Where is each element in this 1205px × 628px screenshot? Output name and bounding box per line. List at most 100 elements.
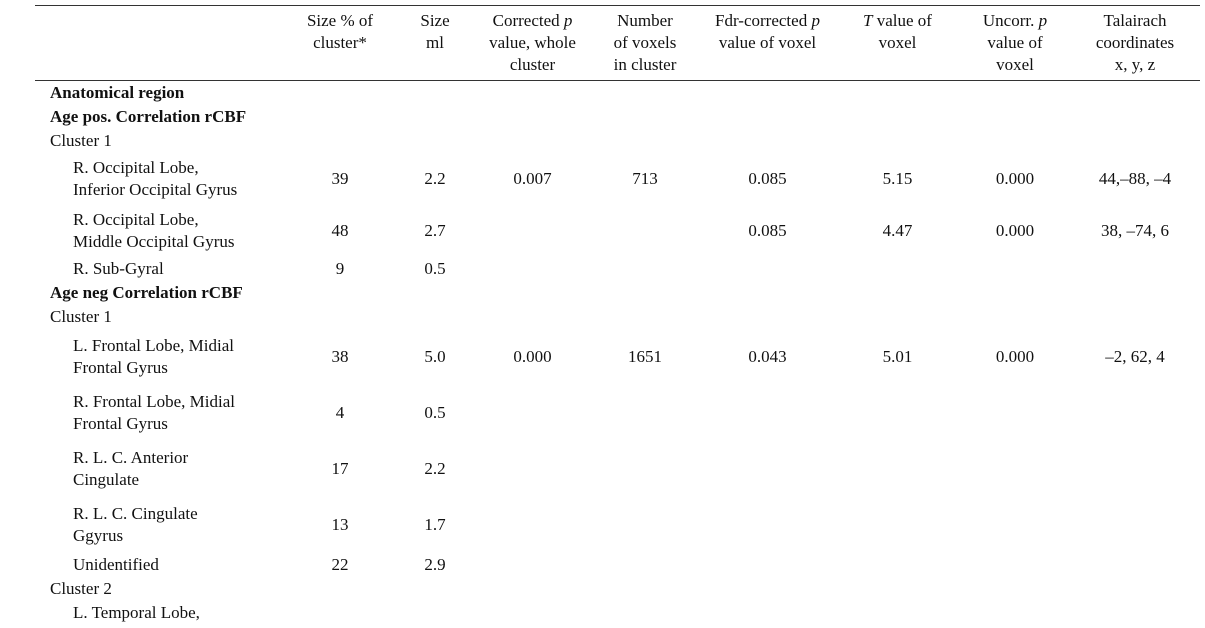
header-text: x, y, z xyxy=(1114,55,1156,74)
header-text: value of voxel xyxy=(718,33,817,52)
table-wrap: Size % of cluster* Size ml Corrected p value,… xyxy=(35,5,1200,625)
value-cell xyxy=(475,497,590,553)
value-cell xyxy=(700,497,835,553)
value-cell xyxy=(835,497,960,553)
header-line: of voxels xyxy=(592,32,698,54)
header-line: value of xyxy=(962,32,1068,54)
table-row: Anatomical region xyxy=(35,81,1200,106)
header-line: value, whole xyxy=(477,32,588,54)
region-line: R. Sub-Gyral xyxy=(73,259,164,278)
region-line: Middle Occipital Gyrus xyxy=(73,232,235,251)
header-line: Number xyxy=(592,10,698,32)
value-text: 0.000 xyxy=(995,169,1035,188)
header-line: Fdr-corrected p xyxy=(702,10,833,32)
value-cell: 13 xyxy=(285,497,395,553)
value-text: 713 xyxy=(632,169,658,188)
value-cell: 2.2 xyxy=(395,153,475,205)
value-cell: 0.000 xyxy=(475,329,590,385)
value-cell: 22 xyxy=(285,553,395,577)
value-cell xyxy=(590,553,700,577)
value-text: 39 xyxy=(331,169,349,188)
value-cell xyxy=(590,497,700,553)
value-cell: 5.0 xyxy=(395,329,475,385)
value-cell xyxy=(960,385,1070,441)
table-row: R. Sub-Gyral 9 0.5 xyxy=(35,257,1200,281)
header-line: voxel xyxy=(837,32,958,54)
value-cell xyxy=(835,257,960,281)
value-cell xyxy=(960,601,1070,625)
table-row: R. Frontal Lobe, Midial Frontal Gyrus 4 0.5 xyxy=(35,385,1200,441)
region-cell: R. Occipital Lobe, Middle Occipital Gyrus xyxy=(35,205,285,257)
header-line: coordinates xyxy=(1072,32,1198,54)
value-cell xyxy=(590,601,700,625)
region-cell: R. Frontal Lobe, Midial Frontal Gyrus xyxy=(35,385,285,441)
value-cell xyxy=(835,385,960,441)
header-text: T xyxy=(863,11,873,30)
value-cell xyxy=(960,497,1070,553)
table-row: L. Frontal Lobe, Midial Frontal Gyrus 38 5.… xyxy=(35,329,1200,385)
section-label: Age neg Correlation rCBF xyxy=(50,283,243,302)
header-cell: Size % of cluster* xyxy=(285,5,395,81)
value-text: 13 xyxy=(331,515,349,534)
value-cell: 38 xyxy=(285,329,395,385)
value-text: 38, –74, 6 xyxy=(1101,221,1169,240)
header-line: cluster xyxy=(477,54,588,76)
value-text: 22 xyxy=(331,555,349,574)
value-text: 0.085 xyxy=(748,169,787,188)
table-row: L. Temporal Lobe, xyxy=(35,601,1200,625)
value-cell xyxy=(1070,553,1200,577)
value-cell xyxy=(590,257,700,281)
header-text: p xyxy=(563,11,573,30)
value-text: 5.01 xyxy=(882,347,913,366)
value-text: 17 xyxy=(331,459,349,478)
value-text: 0.000 xyxy=(995,221,1035,240)
value-text: 5.0 xyxy=(424,347,446,366)
value-cell: 0.085 xyxy=(700,153,835,205)
value-cell xyxy=(285,601,395,625)
value-text: 4 xyxy=(335,403,345,422)
header-text: Corrected xyxy=(492,11,564,30)
header-line: in cluster xyxy=(592,54,698,76)
value-text: 0.5 xyxy=(424,403,446,422)
value-text: –2, 62, 4 xyxy=(1105,347,1165,366)
region-line: R. Occipital Lobe, xyxy=(73,158,199,177)
value-cell: 0.5 xyxy=(395,257,475,281)
table-row: Cluster 2 xyxy=(35,577,1200,601)
value-cell xyxy=(475,601,590,625)
value-cell: 0.043 xyxy=(700,329,835,385)
value-cell xyxy=(960,441,1070,497)
header-cell xyxy=(35,5,285,81)
region-cell: R. L. C. Cingulate Ggyrus xyxy=(35,497,285,553)
header-line: value of voxel xyxy=(702,32,833,54)
section-label: Anatomical region xyxy=(50,83,185,102)
value-cell xyxy=(590,205,700,257)
value-cell: 0.5 xyxy=(395,385,475,441)
header-cell: Talairach coordinates x, y, z xyxy=(1070,5,1200,81)
header-text: voxel xyxy=(996,55,1034,74)
value-cell xyxy=(590,385,700,441)
value-cell: 2.9 xyxy=(395,553,475,577)
region-line: Inferior Occipital Gyrus xyxy=(73,180,238,199)
region-cell: L. Temporal Lobe, xyxy=(35,601,285,625)
region-line: R. Occipital Lobe, xyxy=(73,210,199,229)
value-text: 0.085 xyxy=(748,221,787,240)
header-text: coordinates xyxy=(1095,33,1175,52)
header-line: Size % of xyxy=(287,10,393,32)
header-text: of voxels xyxy=(613,33,677,52)
value-cell xyxy=(1070,601,1200,625)
value-cell xyxy=(475,385,590,441)
value-text: 44,–88, –4 xyxy=(1098,169,1172,188)
header-text: p xyxy=(811,11,820,30)
region-line: Frontal Gyrus xyxy=(73,414,168,433)
region-line: Cingulate xyxy=(73,470,140,489)
value-cell xyxy=(835,601,960,625)
value-text: 0.043 xyxy=(748,347,787,366)
region-line: L. Frontal Lobe, Midial xyxy=(73,336,235,355)
header-line: cluster* xyxy=(287,32,393,54)
header-text: p xyxy=(1038,11,1048,30)
value-cell xyxy=(700,601,835,625)
header-line: T value of xyxy=(837,10,958,32)
value-cell xyxy=(960,553,1070,577)
value-cell: 4.47 xyxy=(835,205,960,257)
